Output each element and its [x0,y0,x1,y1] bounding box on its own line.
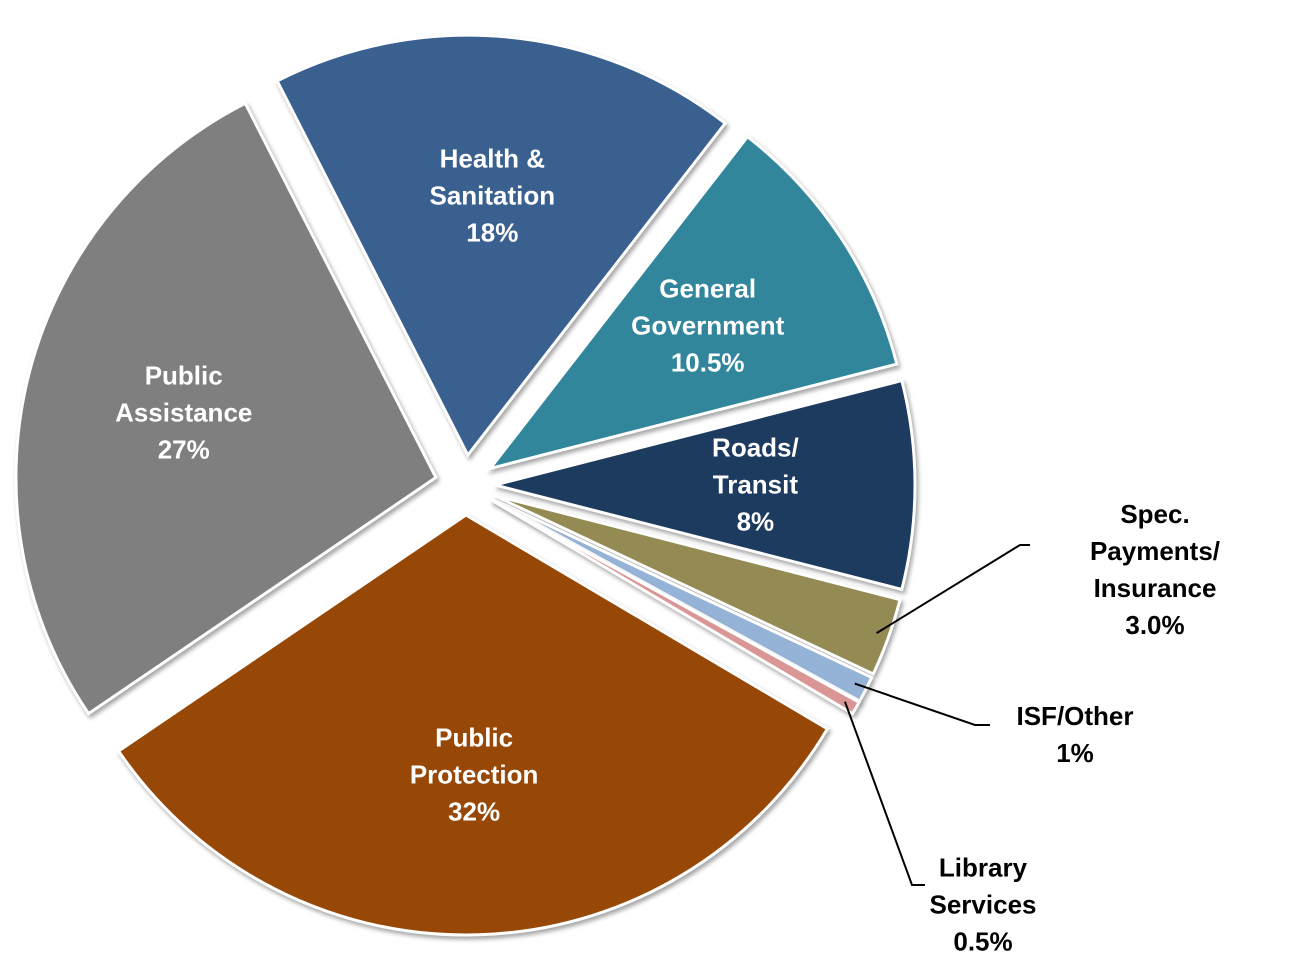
category-label: Library Services [929,852,1037,920]
pie-slice [116,513,830,937]
slice-label: Library Services 0.5% [930,850,1037,961]
value-label: 3.0% [1125,610,1185,640]
value-label: 0.5% [953,926,1013,957]
category-label: Public Assistance [115,360,253,428]
leader-line [844,701,925,886]
value-label: 18% [466,217,519,248]
leader-line [854,682,990,726]
value-label: 8% [736,506,775,537]
category-label: Spec. Payments/ Insurance [1089,499,1221,603]
pie-slice [275,33,728,458]
pie-slice [494,378,917,592]
value-label: 1% [1056,738,1094,768]
pie-slice [490,498,862,716]
slice-label: Health & Sanitation 18% [429,140,555,251]
value-label: 10.5% [670,347,745,378]
pie-slice [486,134,899,472]
category-label: ISF/Other [1016,701,1134,731]
slice-label: Public Assistance 27% [115,357,252,468]
pie-slice [492,493,902,676]
leader-line [876,544,1030,635]
slice-label: Roads/ Transit 8% [712,430,799,541]
slice-label: Spec. Payments/ Insurance 3.0% [1085,496,1225,644]
pie-slice [14,101,438,716]
category-label: Public Protection [409,722,539,790]
value-label: 27% [157,434,210,465]
value-label: 32% [448,796,501,827]
category-label: General Government [631,273,785,341]
slice-label: General Government 10.5% [631,270,784,381]
slice-label: ISF/Other 1% [1016,698,1133,772]
slice-label: Public Protection 32% [410,720,539,831]
category-label: Roads/ Transit [712,432,799,500]
category-label: Health & Sanitation [429,143,556,211]
